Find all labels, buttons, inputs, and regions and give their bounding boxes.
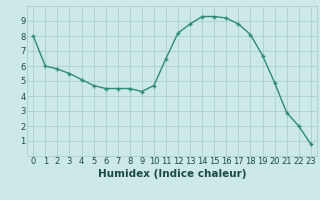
X-axis label: Humidex (Indice chaleur): Humidex (Indice chaleur) xyxy=(98,169,246,179)
